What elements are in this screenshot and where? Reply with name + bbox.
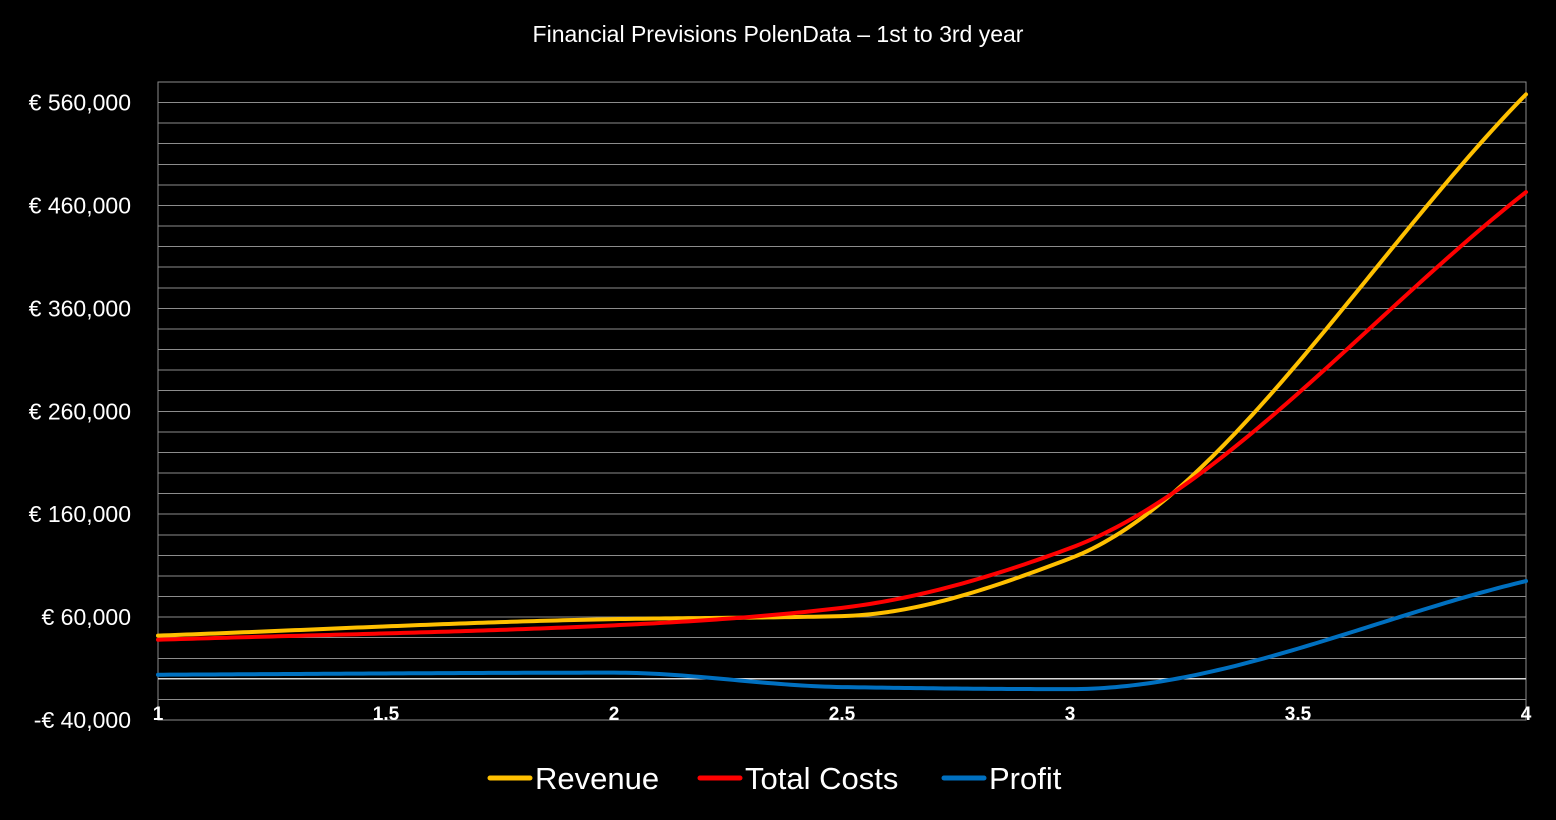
x-tick-label: 1.5	[373, 704, 400, 725]
chart-title: Financial Previsions PolenData – 1st to …	[533, 21, 1024, 47]
y-tick-label: € 60,000	[41, 604, 131, 630]
y-tick-label: -€ 40,000	[34, 707, 131, 733]
x-tick-label: 3	[1065, 704, 1076, 725]
plot-area	[157, 81, 1527, 721]
series-lines	[156, 92, 1528, 692]
x-tick-label: 2	[609, 704, 620, 725]
y-tick-label: € 260,000	[29, 398, 131, 424]
series-line-revenue	[156, 92, 1528, 638]
series-line-total-costs	[156, 190, 1528, 642]
y-axis-tick-labels: -€ 40,000 € 60,000 € 160,000 € 260,000 € 360…	[29, 90, 131, 733]
y-tick-label: € 160,000	[29, 501, 131, 527]
gridlines	[158, 102, 1526, 700]
legend-label-total-costs: Total Costs	[745, 761, 898, 796]
x-tick-label: 2.5	[829, 704, 856, 725]
series-line-profit	[156, 579, 1528, 692]
y-tick-label: € 360,000	[29, 295, 131, 321]
x-tick-label: 4	[1521, 704, 1532, 725]
x-axis-tick-labels: 1 1.5 2 2.5 3 3.5 4	[153, 704, 1532, 725]
x-tick-label: 1	[153, 704, 164, 725]
x-tick-label: 3.5	[1285, 704, 1312, 725]
y-tick-label: € 560,000	[29, 90, 131, 116]
legend-label-revenue: Revenue	[535, 761, 659, 796]
legend-label-profit: Profit	[989, 761, 1062, 796]
legend: Revenue Total Costs Profit	[487, 761, 1062, 796]
y-tick-label: € 460,000	[29, 192, 131, 218]
